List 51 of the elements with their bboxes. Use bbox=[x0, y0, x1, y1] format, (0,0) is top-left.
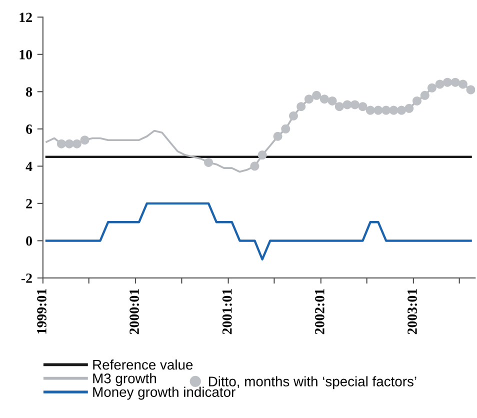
point bbox=[258, 150, 267, 160]
point bbox=[204, 158, 214, 167]
y-tick-label: 2 bbox=[26, 199, 32, 208]
point bbox=[450, 78, 460, 87]
x-tick-label: 2003:01 bbox=[408, 289, 417, 334]
point bbox=[389, 106, 398, 115]
x-tick-label: 2000:01 bbox=[130, 289, 140, 334]
legend-label: Reference value bbox=[93, 359, 193, 370]
point bbox=[281, 124, 290, 134]
point bbox=[72, 139, 82, 148]
point bbox=[412, 96, 422, 106]
y-tick-label: -2 bbox=[21, 274, 32, 283]
point bbox=[366, 106, 375, 115]
point bbox=[404, 104, 414, 113]
point bbox=[80, 136, 90, 145]
point bbox=[328, 96, 337, 106]
point bbox=[289, 111, 298, 120]
y-tick-label: 12 bbox=[20, 12, 32, 22]
legend-label: Money growth indicator bbox=[93, 386, 236, 400]
y-tick-label: 6 bbox=[26, 124, 32, 134]
x-tick-label: 1999:01 bbox=[37, 289, 46, 334]
point bbox=[458, 80, 468, 89]
point bbox=[427, 83, 436, 92]
legend-label: Ditto, months with ‘special factors’ bbox=[209, 376, 416, 390]
point bbox=[320, 94, 329, 104]
point bbox=[397, 106, 406, 115]
point bbox=[312, 90, 322, 100]
point bbox=[420, 90, 430, 100]
point bbox=[250, 162, 260, 171]
point bbox=[304, 94, 314, 104]
point bbox=[334, 102, 344, 112]
point bbox=[350, 100, 360, 110]
point bbox=[64, 139, 74, 148]
line-series bbox=[45, 202, 472, 260]
point bbox=[56, 139, 66, 148]
point bbox=[296, 102, 306, 112]
y-tick-label: 10 bbox=[20, 50, 32, 60]
y-tick-label: 8 bbox=[26, 87, 32, 97]
point bbox=[442, 78, 452, 87]
point bbox=[435, 80, 444, 89]
x-tick-label: 2001:01 bbox=[222, 289, 232, 334]
point bbox=[374, 106, 383, 115]
point bbox=[382, 106, 391, 115]
y-tick-label: 4 bbox=[26, 162, 32, 172]
point bbox=[342, 100, 352, 110]
point bbox=[273, 132, 282, 141]
x-tick-label: 2002:01 bbox=[314, 289, 324, 334]
legend-label: M3 growth bbox=[93, 373, 156, 386]
point bbox=[466, 85, 476, 94]
point bbox=[358, 102, 368, 112]
y-tick-label: 0 bbox=[26, 236, 32, 246]
